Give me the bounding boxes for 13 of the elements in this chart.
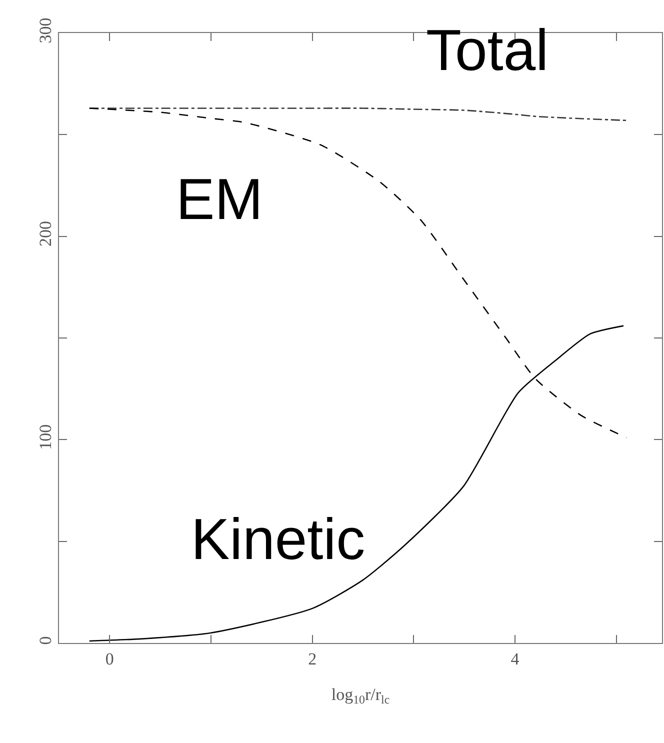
x-tick-label: 4 [510, 650, 520, 668]
series-label: Total [426, 18, 549, 83]
y-tick-label: 200 [36, 221, 56, 247]
y-tick-label: 300 [36, 18, 56, 44]
line-series [88, 108, 628, 438]
series-label: EM [176, 167, 263, 232]
x-tick-label: 0 [105, 650, 114, 668]
x-axis-title: log$_{10}$r/r$_{lc}$ [331, 684, 390, 706]
series-label: Kinetic [191, 507, 366, 572]
y-tick-label: 0 [36, 636, 56, 645]
y-tick-label: 100 [36, 424, 56, 450]
line-series [88, 325, 624, 642]
x-tick-label: 2 [308, 650, 317, 668]
